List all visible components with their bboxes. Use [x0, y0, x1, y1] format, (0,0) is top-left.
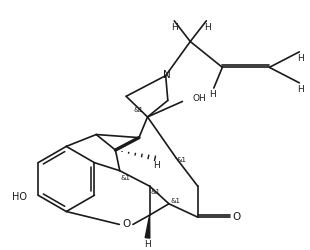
Text: O: O: [122, 220, 130, 230]
Text: O: O: [232, 212, 241, 222]
Text: OH: OH: [193, 94, 206, 104]
Text: &1: &1: [134, 107, 144, 113]
Text: H: H: [209, 90, 216, 99]
Polygon shape: [145, 215, 150, 238]
Text: H: H: [298, 85, 304, 94]
Text: &1: &1: [151, 189, 161, 195]
Text: H: H: [171, 23, 178, 32]
Text: N: N: [163, 70, 171, 80]
Text: H: H: [298, 54, 304, 63]
Text: &1: &1: [171, 198, 181, 204]
Text: HO: HO: [12, 192, 27, 202]
Text: &1: &1: [121, 176, 131, 182]
Text: &1: &1: [177, 157, 187, 163]
Text: H: H: [144, 240, 151, 249]
Text: H: H: [153, 160, 160, 170]
Text: H: H: [205, 23, 211, 32]
